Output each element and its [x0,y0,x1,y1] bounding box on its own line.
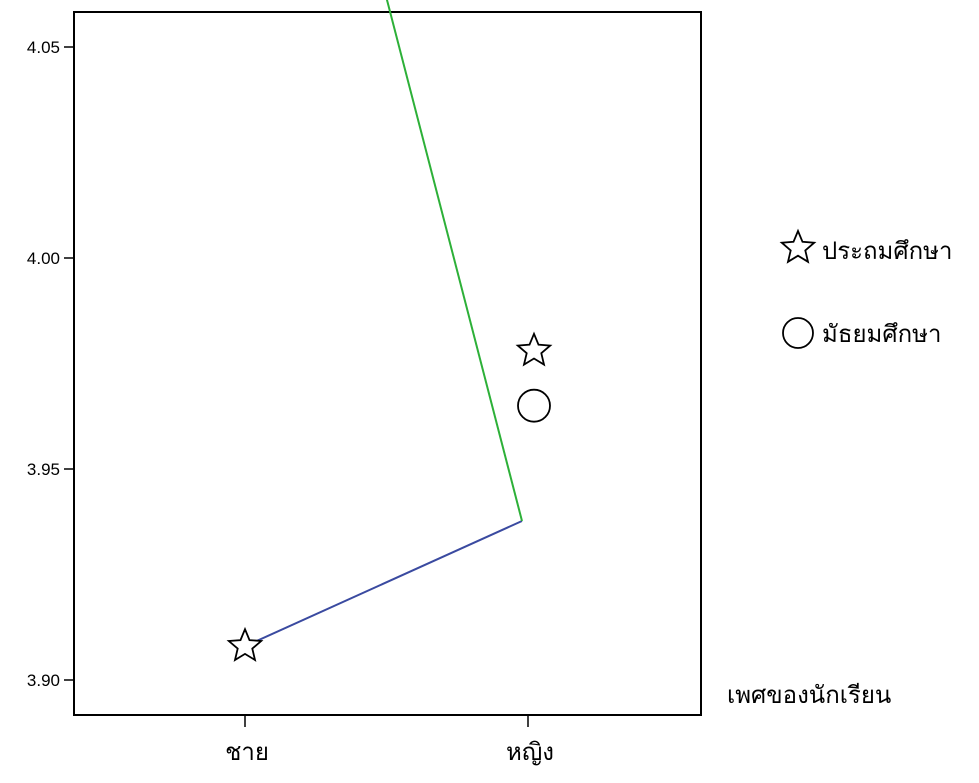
y-tick-label-0: 3.90 [27,671,60,690]
x-tick-label-1: หญิง [506,738,554,766]
series-1-point-1 [517,388,551,423]
y-tick-label-1: 3.95 [27,460,60,479]
legend-star-icon [779,228,817,264]
series-line-1 [385,0,523,522]
series-line-0 [244,520,523,648]
series-0-point-1 [515,331,553,367]
series-lines [244,0,523,648]
series-0-point-0 [226,626,264,662]
legend-label-1: มัธยมศึกษา [822,320,941,348]
y-tick-label-2: 4.00 [27,249,60,268]
series-markers [226,331,553,662]
legend-circle-icon [782,317,814,349]
legend-label-0: ประถมศึกษา [822,237,952,265]
x-tick-label-0: ชาย [225,738,269,766]
y-axis: 3.903.954.004.054.104.154.20 [27,38,74,690]
y-tick-label-3: 4.05 [27,38,60,57]
plot-frame [73,11,702,716]
x-axis: ชาย หญิง [225,715,554,766]
x-axis-title: เพศของนักเรียน [727,681,891,709]
